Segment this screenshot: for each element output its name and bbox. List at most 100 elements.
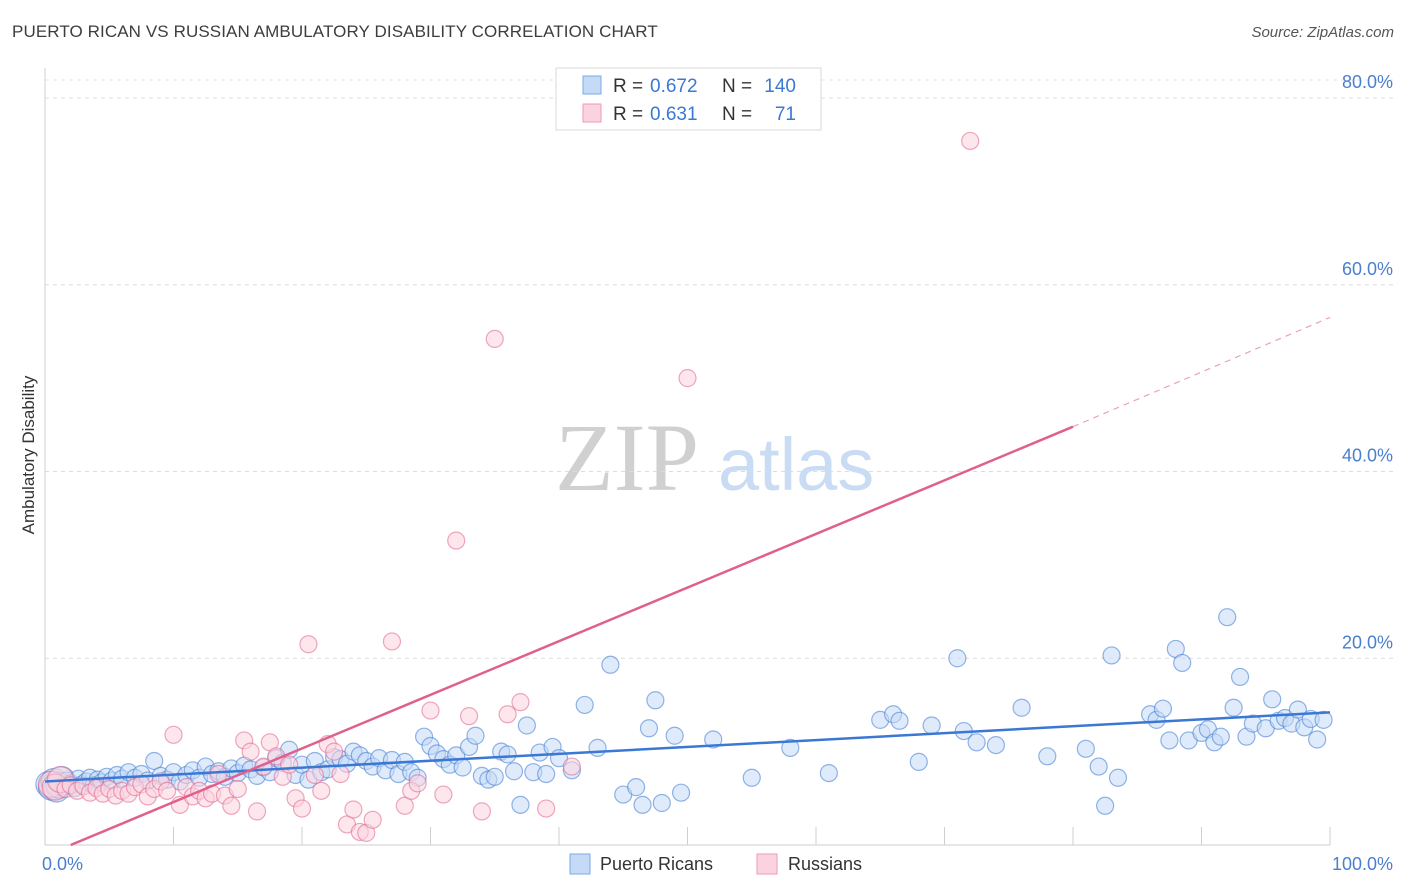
trend-line-1-extension	[1072, 316, 1331, 428]
legend-n-value-1: 71	[775, 104, 796, 125]
point-0-91	[588, 738, 607, 757]
y-tick-label-1: 40.0%	[1342, 446, 1393, 466]
point-1-57	[434, 785, 453, 804]
point-1-66	[678, 369, 697, 388]
point-0-116	[1076, 739, 1095, 758]
point-0-95	[633, 795, 652, 814]
source-credit: Source: ZipAtlas.com	[1251, 24, 1394, 41]
y-tick-labels: 20.0% 40.0% 60.0% 80.0%	[1342, 72, 1393, 652]
legend-swatch-puerto-ricans	[583, 76, 601, 94]
point-1-40	[292, 799, 312, 818]
point-0-108	[909, 752, 928, 771]
point-0-146	[1314, 710, 1333, 729]
legend-n-label-0: N =	[722, 76, 752, 97]
y-tick-label-3: 80.0%	[1342, 72, 1393, 92]
point-0-98	[652, 793, 671, 813]
legend-row-puerto-ricans: R = 0.672 N = 140	[582, 75, 796, 97]
x-tick-label-0: 0.0%	[42, 854, 83, 874]
point-0-133	[1224, 698, 1243, 717]
axes	[44, 68, 1331, 846]
point-0-92	[601, 655, 620, 674]
point-1-45	[325, 742, 344, 761]
point-0-83	[517, 716, 536, 735]
watermark-zip: ZIP	[555, 404, 699, 511]
point-1-51	[363, 810, 382, 829]
point-0-119	[1102, 646, 1121, 665]
point-1-65	[562, 757, 581, 776]
x-tick-labels: 0.0% 100.0%	[42, 854, 1393, 874]
point-1-60	[472, 802, 491, 821]
point-0-78	[485, 767, 504, 786]
point-1-55	[408, 774, 427, 793]
y-tick-label-0: 20.0%	[1342, 632, 1393, 652]
point-0-81	[504, 762, 524, 781]
bottom-legend: Puerto Ricans Russians	[569, 853, 862, 875]
point-1-48	[344, 800, 363, 819]
point-1-29	[222, 796, 241, 815]
series-0-points	[35, 608, 1333, 815]
point-1-43	[312, 781, 331, 800]
point-0-145	[1308, 730, 1327, 749]
point-0-101	[704, 730, 723, 749]
legend-r-label-1: R =	[613, 104, 643, 125]
point-1-62	[498, 705, 517, 724]
point-0-113	[986, 735, 1006, 755]
bottom-legend-label-puerto-ricans: Puerto Ricans	[600, 854, 713, 874]
point-0-80	[498, 745, 517, 764]
point-1-46	[331, 764, 350, 784]
point-1-19	[157, 781, 177, 800]
point-0-131	[1211, 727, 1230, 746]
legend-swatch-russians	[583, 104, 601, 122]
chart-title: PUERTO RICAN VS RUSSIAN AMBULATORY DISAB…	[12, 22, 658, 41]
point-0-86	[537, 764, 556, 784]
y-axis-label: Ambulatory Disability	[19, 375, 38, 534]
point-0-115	[1038, 747, 1057, 766]
point-0-120	[1108, 768, 1128, 787]
point-0-100	[671, 783, 691, 802]
trend-line-0	[44, 711, 1331, 783]
data-points	[35, 131, 1333, 842]
point-0-96	[639, 719, 659, 738]
grid-lines	[45, 79, 1393, 659]
point-1-30	[228, 779, 247, 799]
point-0-114	[1012, 698, 1031, 717]
point-0-94	[626, 778, 646, 797]
point-0-124	[1160, 731, 1179, 750]
trend-lines	[44, 316, 1331, 847]
legend-r-value-1: 0.631	[650, 104, 698, 125]
point-0-73	[453, 758, 472, 777]
bottom-legend-label-russians: Russians	[788, 854, 862, 874]
watermark: ZIP atlas	[555, 404, 874, 511]
point-0-123	[1153, 699, 1173, 718]
legend-n-value-0: 140	[764, 76, 796, 97]
point-1-38	[280, 755, 299, 774]
point-0-138	[1263, 690, 1282, 709]
point-0-99	[665, 726, 684, 745]
point-0-102	[742, 768, 761, 787]
point-1-63	[511, 693, 530, 712]
point-0-97	[646, 691, 665, 710]
point-0-90	[575, 695, 594, 715]
point-1-32	[241, 742, 260, 761]
bottom-legend-swatch-russians	[757, 854, 777, 874]
point-0-82	[511, 795, 530, 814]
point-1-58	[447, 531, 466, 550]
point-1-61	[485, 329, 504, 349]
point-0-104	[819, 764, 838, 783]
point-0-117	[1089, 757, 1108, 776]
point-1-41	[299, 635, 318, 654]
point-0-103	[781, 738, 800, 757]
watermark-atlas: atlas	[718, 423, 874, 506]
legend: R = 0.672 N = 140 R = 0.631 N = 71	[555, 67, 822, 131]
legend-row-russians: R = 0.631 N = 71	[582, 103, 796, 125]
legend-r-label-0: R =	[613, 76, 643, 97]
trend-line-1	[70, 425, 1074, 847]
point-1-64	[537, 799, 556, 818]
bottom-legend-swatch-puerto-ricans	[570, 854, 590, 874]
point-0-118	[1096, 796, 1115, 815]
point-1-33	[247, 802, 267, 821]
legend-r-value-0: 0.672	[650, 76, 698, 97]
point-0-112	[967, 733, 986, 752]
point-0-107	[890, 711, 909, 730]
